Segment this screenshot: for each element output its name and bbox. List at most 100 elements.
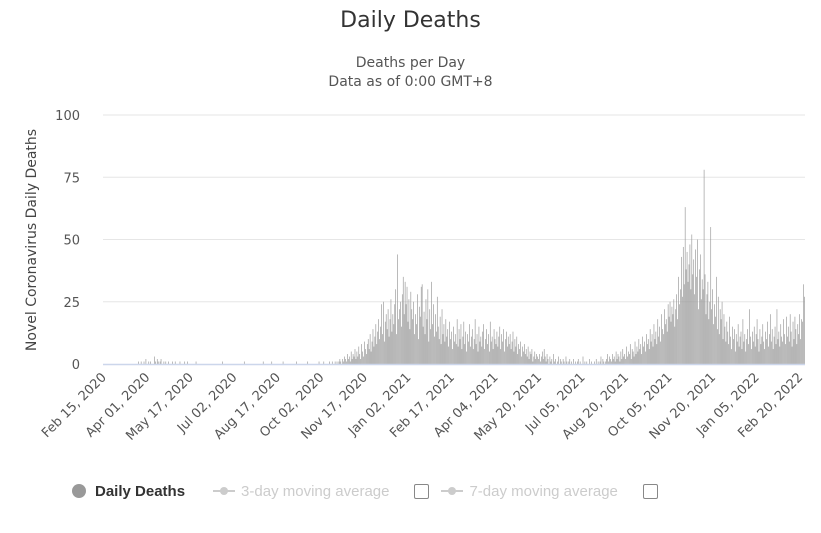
- bar[interactable]: [470, 346, 471, 364]
- bar[interactable]: [595, 359, 597, 364]
- bar[interactable]: [395, 289, 397, 364]
- bar[interactable]: [414, 334, 415, 364]
- bar[interactable]: [678, 276, 679, 364]
- bar[interactable]: [342, 359, 344, 364]
- bar[interactable]: [721, 301, 723, 364]
- bar[interactable]: [362, 351, 363, 364]
- bar[interactable]: [551, 359, 553, 364]
- bar[interactable]: [621, 359, 623, 364]
- bar[interactable]: [527, 346, 529, 364]
- bar[interactable]: [523, 351, 524, 364]
- bar[interactable]: [352, 354, 354, 364]
- bar[interactable]: [618, 356, 620, 364]
- bar[interactable]: [508, 344, 510, 364]
- bar[interactable]: [243, 361, 245, 364]
- bar[interactable]: [699, 254, 701, 364]
- bar[interactable]: [503, 329, 504, 364]
- bar[interactable]: [437, 326, 439, 364]
- bar[interactable]: [719, 309, 721, 364]
- bar[interactable]: [418, 306, 420, 364]
- bar[interactable]: [804, 296, 805, 364]
- bar[interactable]: [350, 351, 352, 364]
- bar[interactable]: [368, 349, 370, 364]
- bar[interactable]: [801, 319, 802, 364]
- bar[interactable]: [577, 359, 579, 364]
- bar[interactable]: [566, 361, 568, 364]
- bar[interactable]: [383, 301, 384, 364]
- bar[interactable]: [493, 329, 495, 364]
- bar[interactable]: [262, 361, 264, 364]
- bar[interactable]: [760, 344, 762, 364]
- bar[interactable]: [705, 314, 707, 364]
- bar[interactable]: [563, 361, 565, 364]
- bar[interactable]: [528, 359, 530, 364]
- bar[interactable]: [728, 344, 730, 364]
- bar[interactable]: [347, 354, 348, 364]
- bar[interactable]: [750, 336, 751, 364]
- bar[interactable]: [408, 299, 410, 364]
- bar[interactable]: [781, 336, 783, 364]
- bar[interactable]: [403, 314, 405, 364]
- bar[interactable]: [616, 359, 618, 364]
- bar[interactable]: [349, 361, 351, 364]
- bar[interactable]: [701, 279, 703, 364]
- bar[interactable]: [389, 319, 391, 364]
- bar[interactable]: [504, 351, 505, 364]
- bar[interactable]: [628, 351, 629, 364]
- bar[interactable]: [758, 351, 760, 364]
- bar[interactable]: [455, 344, 457, 364]
- bar[interactable]: [547, 359, 549, 364]
- bar[interactable]: [756, 319, 758, 364]
- bar[interactable]: [423, 311, 425, 364]
- bar[interactable]: [393, 324, 395, 364]
- bar[interactable]: [625, 359, 626, 364]
- bar[interactable]: [506, 346, 508, 364]
- bar[interactable]: [338, 361, 340, 364]
- bar[interactable]: [390, 299, 392, 364]
- bar[interactable]: [351, 359, 353, 364]
- bar[interactable]: [422, 326, 424, 364]
- bar[interactable]: [589, 359, 590, 364]
- bar[interactable]: [416, 324, 417, 364]
- bar[interactable]: [627, 356, 628, 364]
- bar[interactable]: [792, 321, 794, 364]
- bar[interactable]: [366, 354, 367, 364]
- bar[interactable]: [636, 346, 638, 364]
- bar[interactable]: [768, 346, 769, 364]
- bar[interactable]: [724, 326, 726, 364]
- bar[interactable]: [727, 331, 729, 364]
- bar[interactable]: [667, 304, 669, 364]
- bar[interactable]: [379, 339, 380, 364]
- bar[interactable]: [421, 284, 423, 364]
- bar[interactable]: [787, 336, 788, 364]
- bar[interactable]: [584, 361, 586, 364]
- bar[interactable]: [542, 359, 544, 364]
- bar[interactable]: [745, 351, 747, 364]
- bar[interactable]: [620, 351, 622, 364]
- bar[interactable]: [475, 344, 477, 364]
- bar[interactable]: [679, 304, 680, 364]
- bar[interactable]: [536, 354, 537, 364]
- bar[interactable]: [693, 259, 695, 364]
- bar[interactable]: [355, 359, 357, 364]
- bar[interactable]: [398, 319, 399, 364]
- bar[interactable]: [659, 326, 660, 364]
- bar[interactable]: [420, 286, 422, 364]
- bar[interactable]: [651, 334, 653, 364]
- bar[interactable]: [794, 316, 796, 364]
- bar[interactable]: [459, 339, 461, 364]
- bar[interactable]: [736, 341, 738, 364]
- bar[interactable]: [591, 361, 592, 364]
- bar[interactable]: [730, 336, 731, 364]
- bar[interactable]: [560, 361, 562, 364]
- bar[interactable]: [632, 351, 634, 364]
- bar[interactable]: [699, 269, 700, 364]
- bar[interactable]: [568, 361, 570, 364]
- bar[interactable]: [458, 329, 460, 364]
- bar[interactable]: [690, 289, 692, 364]
- bar[interactable]: [553, 354, 555, 364]
- bar[interactable]: [682, 296, 683, 364]
- bar[interactable]: [674, 326, 676, 364]
- bar[interactable]: [550, 361, 552, 364]
- bar[interactable]: [345, 359, 346, 364]
